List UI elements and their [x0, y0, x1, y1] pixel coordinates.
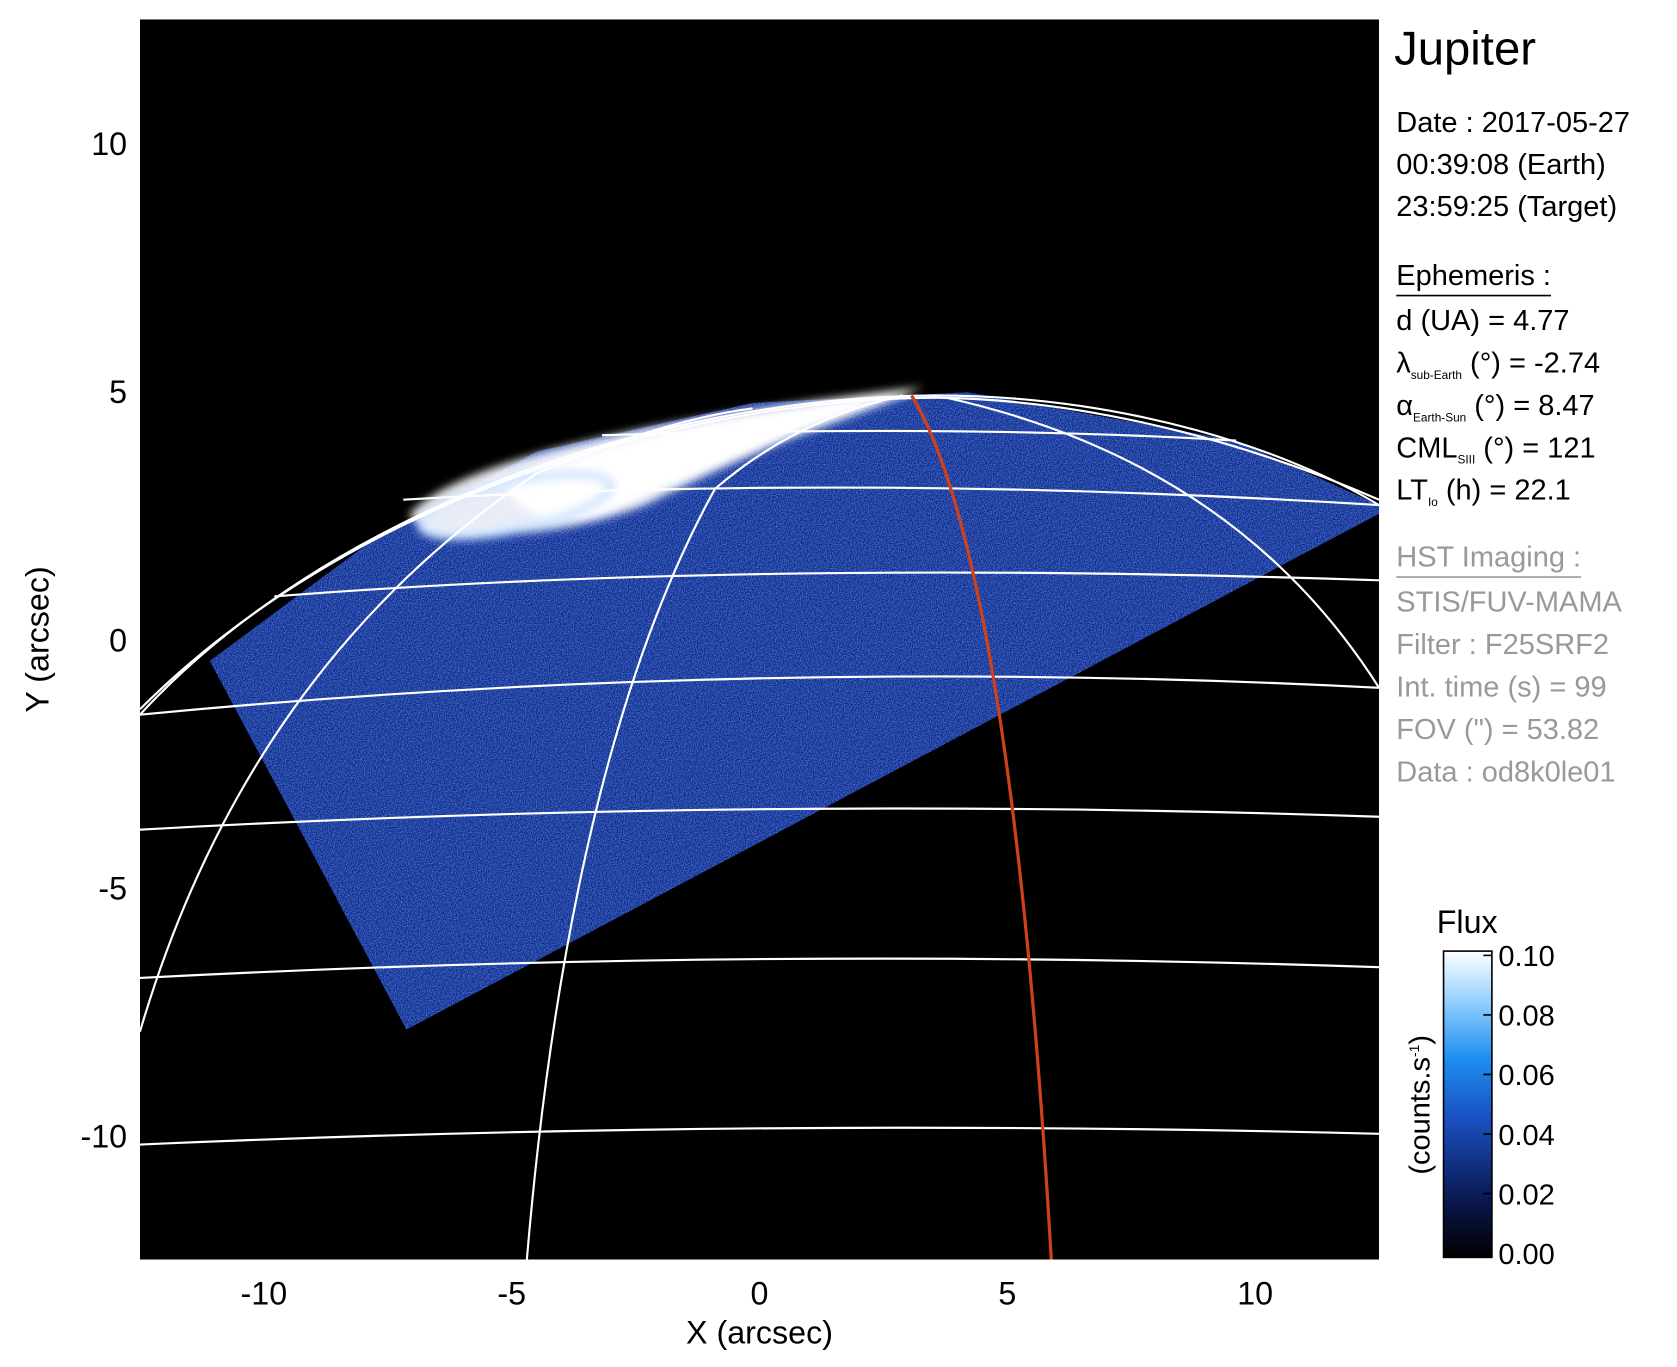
line-main: α [1396, 390, 1413, 422]
x-tick-label: 5 [998, 1276, 1016, 1312]
y-tick-label: -10 [80, 1118, 127, 1154]
unit-end: ) [1405, 1035, 1437, 1045]
line-subscript: sub-Earth [1411, 368, 1462, 382]
line-main: d (UA) = 4.77 [1396, 305, 1569, 337]
y-tick-label: 5 [109, 374, 127, 410]
line-rest: (°) = -2.74 [1462, 347, 1600, 379]
unit-main: (counts.s [1405, 1057, 1437, 1175]
colorbar-unit: (counts.s-1) [1405, 1035, 1437, 1175]
detector-noise [209, 392, 1380, 1030]
ephemeris-line: αEarth-Sun (°) = 8.47 [1396, 390, 1594, 424]
planet-grid [139, 394, 1380, 1260]
annotations: -10 -5 0 5 10 -10 -5 0 5 10 X (arcsec) Y (arcsec) Ju… [20, 22, 1630, 1350]
x-tick-label: -10 [241, 1276, 288, 1312]
line-rest: (°) = 8.47 [1466, 390, 1594, 422]
reference-meridian [910, 394, 1053, 1260]
unit-superscript: -1 [1406, 1044, 1422, 1057]
info-line: 23:59:25 (Target) [1396, 191, 1617, 223]
ephemeris-line: λsub-Earth (°) = -2.74 [1396, 347, 1600, 381]
line-main: λ [1396, 347, 1411, 379]
info-line: 00:39:08 (Earth) [1396, 149, 1606, 181]
line-main: LT [1396, 475, 1428, 507]
colorbar-tick-label: 0.10 [1498, 941, 1554, 973]
title: Jupiter [1394, 22, 1536, 75]
imaging-heading: HST Imaging : [1396, 541, 1581, 573]
line-subscript: SIII [1457, 453, 1475, 467]
y-axis-label: Y (arcsec) [20, 566, 56, 712]
line-rest: (h) = 22.1 [1438, 475, 1571, 507]
x-axis-label: X (arcsec) [686, 1314, 833, 1350]
line-subscript: Earth-Sun [1413, 410, 1466, 424]
ephemeris-heading: Ephemeris : [1396, 260, 1551, 292]
imaging-line: FOV (") = 53.82 [1396, 714, 1599, 746]
imaging-line: Data : od8k0le01 [1396, 756, 1615, 788]
colorbar-tick-label: 0.00 [1498, 1239, 1554, 1271]
colorbar-tick-label: 0.06 [1498, 1060, 1554, 1092]
y-tick-label: 0 [109, 622, 127, 658]
colorbar [1442, 950, 1493, 1259]
ephemeris-line: LTIo (h) = 22.1 [1396, 475, 1571, 509]
x-tick-label: 0 [751, 1276, 769, 1312]
info-line: Date : 2017-05-27 [1396, 107, 1630, 139]
line-main: CML [1396, 432, 1457, 464]
line-rest: (°) = 121 [1475, 432, 1595, 464]
imaging-line: STIS/FUV-MAMA [1396, 586, 1622, 618]
x-tick-label: 10 [1237, 1276, 1273, 1312]
imaging-line: Filter : F25SRF2 [1396, 629, 1609, 661]
ephemeris-line: CMLSIII (°) = 121 [1396, 432, 1595, 466]
ephemeris-line: d (UA) = 4.77 [1396, 305, 1569, 337]
colorbar-tick-label: 0.02 [1498, 1179, 1554, 1211]
x-tick-label: -5 [497, 1276, 526, 1312]
colorbar-title: Flux [1437, 904, 1498, 940]
line-subscript: Io [1428, 495, 1438, 509]
y-tick-label: 10 [91, 126, 127, 162]
aurora [408, 386, 925, 541]
image [139, 19, 1380, 1260]
colorbar-tick-label: 0.04 [1498, 1120, 1554, 1152]
y-tick-label: -5 [98, 870, 127, 906]
imaging-line: Int. time (s) = 99 [1396, 671, 1606, 703]
colorbar-tick-label: 0.08 [1498, 1001, 1554, 1033]
